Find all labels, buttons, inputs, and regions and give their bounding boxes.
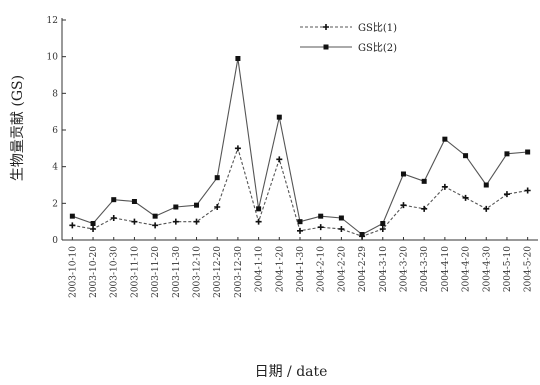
x-tick-label: 2004-3-10 (379, 246, 389, 292)
x-tick-label: 2004-1-10 (255, 246, 265, 292)
data-point-series-1 (69, 222, 76, 229)
data-point-series-1 (90, 226, 97, 232)
data-point-series-2 (214, 175, 220, 181)
y-axis-label: 生物量贡献 (GS) (10, 75, 26, 181)
legend-marker-2 (323, 44, 329, 50)
legend: GS比(1) GS比(2) (300, 22, 397, 54)
data-point-series-1 (462, 194, 469, 201)
x-tick-label: 2004-2-29 (358, 246, 368, 292)
data-point-series-2 (90, 221, 96, 226)
x-tick-label: 2004-4-10 (441, 246, 451, 292)
x-tick-label: 2003-12-30 (234, 246, 244, 298)
x-tick-label: 2003-11-20 (151, 246, 161, 298)
x-tick-label: 2004-1-20 (275, 246, 285, 292)
data-point-series-2 (380, 221, 386, 226)
data-point-series-1 (338, 226, 345, 232)
data-point-series-2 (152, 213, 158, 219)
data-point-series-1 (483, 205, 490, 212)
y-tick-label: 8 (52, 89, 58, 99)
y-tick-label: 10 (47, 53, 59, 63)
x-axis-label: 日期 / date (255, 364, 328, 380)
data-point-series-1 (193, 218, 200, 225)
x-tick-label: 2004-4-20 (462, 246, 472, 292)
x-tick-label: 2004-2-20 (337, 246, 347, 292)
data-point-series-1 (400, 202, 407, 209)
data-point-series-1 (317, 224, 324, 231)
data-point-series-2 (235, 56, 241, 61)
y-tick-label: 4 (52, 163, 58, 173)
x-tick-label: 2004-5-20 (524, 246, 534, 292)
data-point-series-2 (483, 182, 489, 188)
data-point-series-2 (504, 151, 510, 157)
data-point-series-1 (214, 204, 221, 210)
x-tick-label: 2004-3-20 (399, 246, 409, 292)
data-point-series-2 (131, 199, 137, 204)
x-tick-label: 2004-1-30 (296, 246, 306, 292)
data-point-series-2 (194, 202, 200, 208)
data-point-series-2 (421, 178, 427, 184)
y-tick-label: 12 (47, 16, 58, 26)
legend-label-1: GS比(1) (358, 22, 397, 34)
data-point-series-1 (172, 218, 179, 225)
data-point-series-1 (524, 187, 531, 194)
x-tick-label: 2004-4-30 (482, 246, 492, 292)
data-point-series-1 (441, 183, 448, 190)
data-point-series-2 (256, 206, 262, 212)
data-point-series-2 (276, 114, 282, 120)
y-tick-labels: 0 2 4 6 8 10 12 (47, 16, 59, 246)
data-point-series-1 (255, 218, 262, 225)
data-point-series-2 (400, 171, 406, 177)
data-point-series-2 (318, 213, 324, 219)
x-tick-label: 2004-2-10 (317, 246, 327, 292)
data-point-series-2 (525, 149, 531, 155)
x-tick-label: 2004-5-10 (503, 246, 513, 292)
x-tick-label: 2003-11-10 (130, 246, 140, 298)
series-line-2 (72, 58, 528, 236)
series-markers (69, 56, 531, 240)
series-lines (72, 58, 528, 237)
x-tick-label: 2003-10-20 (89, 246, 99, 298)
data-point-series-2 (297, 219, 303, 225)
x-tick-label: 2004-3-30 (420, 246, 430, 292)
data-point-series-2 (359, 232, 365, 237)
data-point-series-2 (338, 215, 344, 221)
x-tick-label: 2003-11-30 (172, 246, 182, 298)
data-point-series-1 (421, 205, 428, 212)
y-tick-label: 0 (52, 236, 58, 246)
legend-label-2: GS比(2) (358, 42, 397, 54)
data-point-series-1 (503, 191, 510, 198)
y-tick-label: 6 (52, 126, 58, 136)
data-point-series-1 (152, 222, 159, 229)
data-point-series-2 (463, 153, 469, 159)
x-tick-labels: 2003-10-10 2003-10-20 2003-10-30 2003-11-10… (68, 246, 533, 298)
chart-axes (61, 18, 538, 241)
data-point-series-2 (173, 204, 179, 210)
data-point-series-1 (234, 145, 241, 152)
data-point-series-1 (379, 226, 386, 232)
data-point-series-1 (131, 218, 138, 225)
data-point-series-1 (276, 156, 283, 163)
data-point-series-1 (297, 227, 303, 234)
data-point-series-1 (110, 215, 117, 221)
x-tick-label: 2003-10-30 (110, 246, 120, 298)
x-tick-label: 2003-12-10 (193, 246, 203, 298)
x-tick-label: 2003-12-20 (213, 246, 223, 298)
data-point-series-2 (111, 197, 117, 203)
x-tick-label: 2003-10-10 (68, 246, 78, 298)
data-point-series-2 (69, 213, 75, 219)
y-tick-label: 2 (52, 199, 58, 209)
data-point-series-2 (442, 136, 448, 142)
legend-marker-1 (323, 24, 329, 30)
